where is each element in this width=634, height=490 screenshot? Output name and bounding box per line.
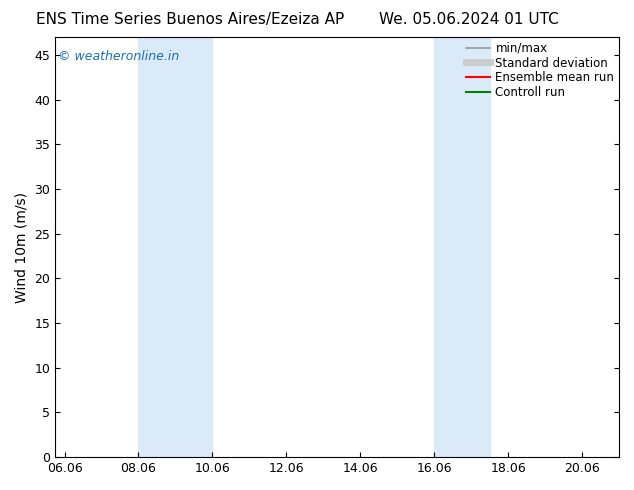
Bar xyxy=(434,37,489,457)
Y-axis label: Wind 10m (m/s): Wind 10m (m/s) xyxy=(15,192,29,303)
Text: ENS Time Series Buenos Aires/Ezeiza AP: ENS Time Series Buenos Aires/Ezeiza AP xyxy=(36,12,344,27)
Bar xyxy=(138,37,212,457)
Text: We. 05.06.2024 01 UTC: We. 05.06.2024 01 UTC xyxy=(379,12,559,27)
Text: © weatheronline.in: © weatheronline.in xyxy=(58,49,179,63)
Legend: min/max, Standard deviation, Ensemble mean run, Controll run: min/max, Standard deviation, Ensemble me… xyxy=(463,39,617,101)
